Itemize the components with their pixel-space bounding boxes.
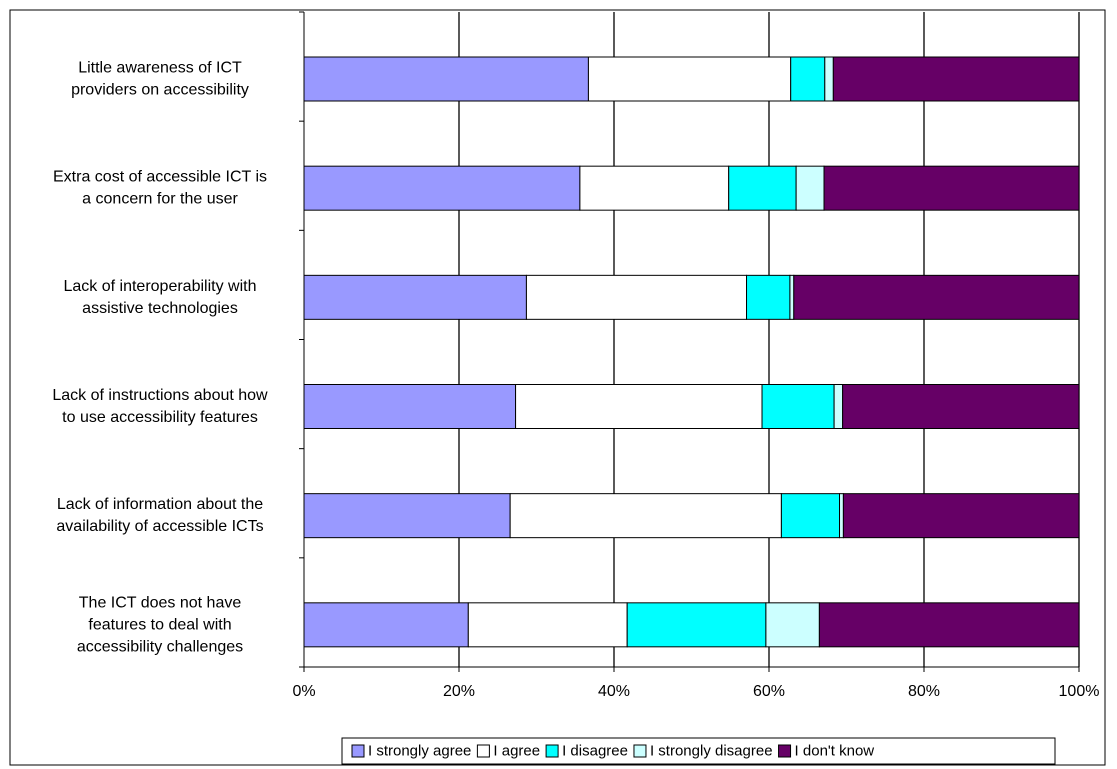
bar-segment-i-strongly-disagree (839, 493, 844, 539)
bar-segment-i-strongly-disagree (765, 602, 820, 648)
x-tick-labels: 0% 20% 40% 60% 80% 100% (292, 683, 1099, 700)
bar-segment-i-strongly-agree (303, 56, 589, 102)
legend-label: I strongly agree (368, 743, 471, 760)
bar-segment-i-agree (509, 493, 782, 539)
bar-segment-i-agree (467, 602, 628, 648)
legend-swatch (633, 744, 647, 758)
bar-segment-i-agree (525, 274, 748, 320)
bars (303, 56, 1080, 648)
x-tick-label: 40% (598, 683, 630, 700)
category-labels: Little awareness of ICT providers on acce… (52, 60, 268, 656)
bar-segment-i-agree (587, 56, 792, 102)
x-tick-label: 0% (292, 683, 315, 700)
legend-label: I agree (493, 743, 540, 760)
bar-segment-i-agree (579, 165, 730, 211)
bar-segment-i-don-t-know (823, 165, 1080, 211)
bar-segment-i-don-t-know (832, 56, 1080, 102)
bar-segment-i-strongly-agree (303, 493, 511, 539)
legend: I strongly agree I agree I disagree I stron… (341, 737, 1056, 765)
bar-segment-i-strongly-agree (303, 602, 469, 648)
bar-segment-i-don-t-know (818, 602, 1080, 648)
bar-segment-i-don-t-know (842, 493, 1080, 539)
x-tick-label: 100% (1059, 683, 1100, 700)
legend-box (341, 737, 1056, 765)
legend-swatch (545, 744, 559, 758)
bar-segment-i-disagree (790, 56, 826, 102)
x-tick-label: 20% (443, 683, 475, 700)
category-label: The ICT does not have features to deal wi… (77, 594, 243, 655)
legend-label: I strongly disagree (650, 743, 773, 760)
axes (299, 11, 1080, 672)
category-label: Lack of interoperability with assistive t… (64, 278, 257, 317)
legend-label: I disagree (562, 743, 628, 760)
legend-swatch (351, 744, 365, 758)
bar-segment-i-strongly-agree (303, 165, 581, 211)
category-label: Lack of information about the availabilit… (56, 496, 263, 535)
bar-segment-i-disagree (626, 602, 767, 648)
bar-segment-i-strongly-disagree (833, 384, 844, 429)
x-tick-label: 60% (753, 683, 785, 700)
bar-segment-i-disagree (780, 493, 841, 539)
x-tick-label: 80% (908, 683, 940, 700)
bar-segment-i-strongly-agree (303, 274, 527, 320)
bar-segment-i-strongly-disagree (795, 165, 825, 211)
bar-segment-i-don-t-know (842, 384, 1080, 429)
bar-segment-i-disagree (761, 384, 835, 429)
bar-segment-i-strongly-disagree (824, 56, 834, 102)
bar-segment-i-don-t-know (793, 274, 1080, 320)
bar-segment-i-agree (515, 384, 763, 429)
bar-segment-i-strongly-disagree (789, 274, 795, 320)
category-label: Extra cost of accessible ICT is a concern… (53, 169, 267, 208)
bar-segment-i-disagree (746, 274, 791, 320)
legend-label: I don't know (795, 743, 875, 760)
category-label: Lack of instructions about how to use acc… (52, 387, 268, 426)
bar-segment-i-strongly-agree (303, 384, 517, 429)
gridlines (458, 12, 1080, 667)
legend-swatch (476, 744, 490, 758)
category-label: Little awareness of ICT providers on acce… (71, 60, 249, 99)
bar-segment-i-disagree (728, 165, 797, 211)
legend-swatch (778, 744, 792, 758)
